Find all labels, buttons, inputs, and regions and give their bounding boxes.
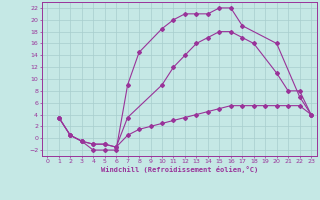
X-axis label: Windchill (Refroidissement éolien,°C): Windchill (Refroidissement éolien,°C)	[100, 166, 258, 173]
